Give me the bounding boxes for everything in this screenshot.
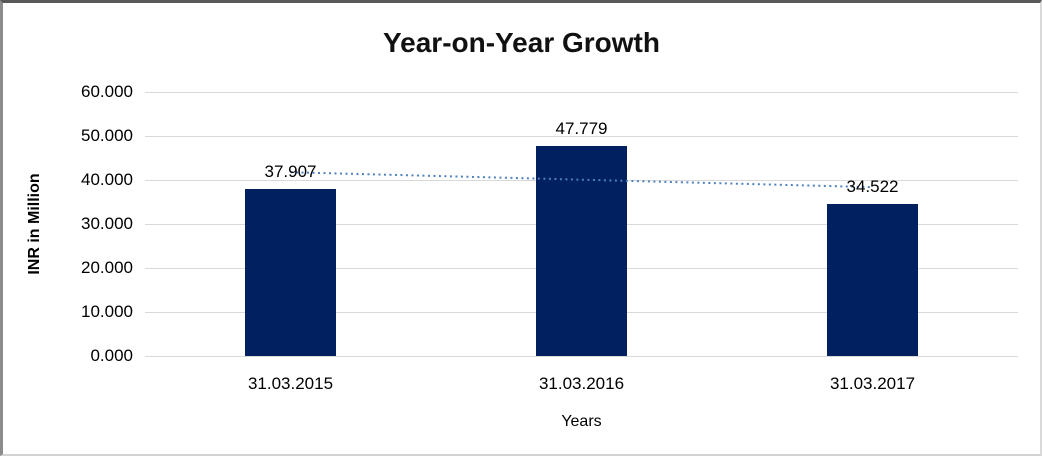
data-label: 37.907 [264, 162, 317, 182]
y-axis-tick-label: 20.000 [81, 258, 133, 277]
trendline-layer [290, 171, 873, 189]
data-label: 47.779 [555, 118, 608, 138]
x-axis-tick-label: 31.03.2016 [538, 374, 625, 393]
x-axis-line [145, 355, 1018, 357]
y-axis-tick-label: 40.000 [81, 170, 133, 189]
x-axis-title: Years [561, 413, 602, 430]
x-axis-tick-label: 31.03.2017 [829, 374, 916, 393]
y-axis-tick-label: 10.000 [81, 302, 133, 321]
y-axis-tick-label: 0.000 [90, 346, 133, 365]
bar-31.03.2016 [536, 145, 627, 356]
plot-area: 37.907 47.779 34.522 [145, 91, 1018, 357]
data-label: 34.522 [846, 177, 899, 197]
gridline [145, 135, 1018, 137]
y-axis-tick-label: 60.000 [81, 82, 133, 101]
bar-31.03.2017 [827, 204, 918, 356]
trendline [290, 171, 873, 189]
gridline [145, 91, 1018, 93]
chart-title: Year-on-Year Growth [383, 27, 660, 58]
y-axis-tick-label: 30.000 [81, 214, 133, 233]
y-axis-tick-label: 50.000 [81, 126, 133, 145]
bar-31.03.2015 [245, 189, 336, 356]
x-axis-tick-label: 31.03.2015 [247, 374, 334, 393]
